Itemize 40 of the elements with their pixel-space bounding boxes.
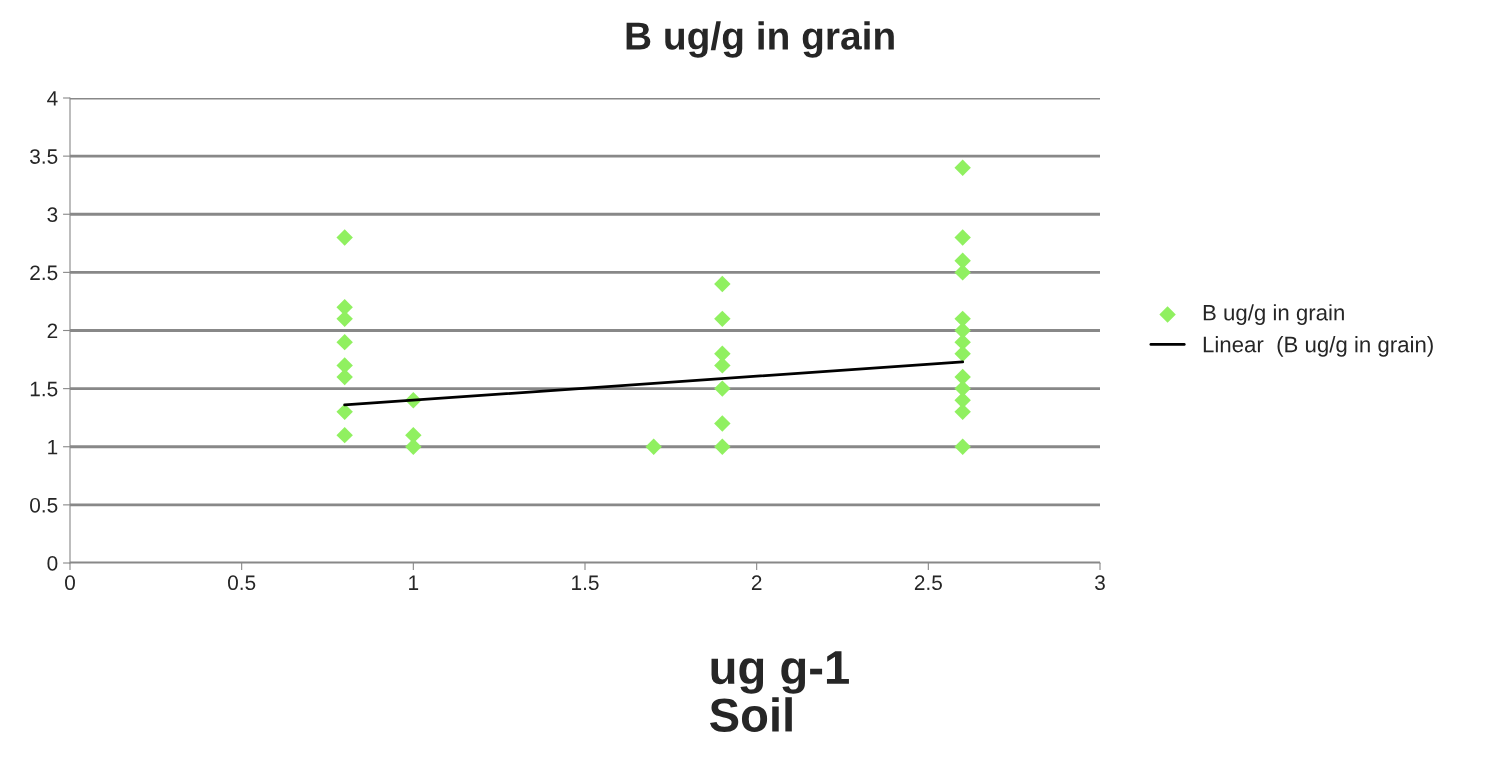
point <box>714 380 731 397</box>
point <box>336 229 353 246</box>
point <box>954 159 971 176</box>
x-axis-title: ug g-1 Soil <box>709 651 849 732</box>
x-tick-label: 1 <box>409 575 419 590</box>
x-tick-label: 3 <box>1095 575 1105 591</box>
legend-label: B ug/g in grain <box>1203 304 1344 325</box>
point <box>954 322 971 339</box>
point <box>714 438 731 455</box>
point <box>954 229 971 246</box>
x-tick-label: 1.5 <box>572 575 599 591</box>
point <box>954 252 971 269</box>
point <box>336 426 353 444</box>
point <box>714 357 731 374</box>
y-tick-label: 0.5 <box>30 497 58 513</box>
y-tick-label: 2.5 <box>30 265 58 281</box>
y-tick-label: 1.5 <box>30 381 58 397</box>
chart-title: B ug/g in grain <box>626 21 894 58</box>
point <box>714 415 731 432</box>
x-tick-label: 2 <box>751 575 762 590</box>
point <box>336 357 353 374</box>
legend-label: Linear (B ug/g in grain) <box>1203 336 1433 357</box>
point <box>954 264 971 281</box>
point <box>336 403 353 421</box>
y-tick-label: 2 <box>47 323 58 339</box>
y-tick-label: 3.5 <box>30 149 58 164</box>
x-tick-label: 0.5 <box>228 575 256 591</box>
x-tick-label: 2.5 <box>914 575 942 591</box>
point <box>336 333 353 351</box>
y-tick-label: 1 <box>48 439 58 455</box>
y-tick-label: 4 <box>47 91 58 106</box>
point <box>714 275 731 293</box>
point <box>714 345 731 362</box>
y-tick-label: 3 <box>47 207 58 222</box>
point <box>645 438 662 455</box>
y-tick-label: 0 <box>47 556 58 571</box>
point <box>714 310 731 328</box>
x-tick-label: 0 <box>65 575 75 591</box>
point <box>954 380 971 397</box>
point <box>954 438 971 455</box>
